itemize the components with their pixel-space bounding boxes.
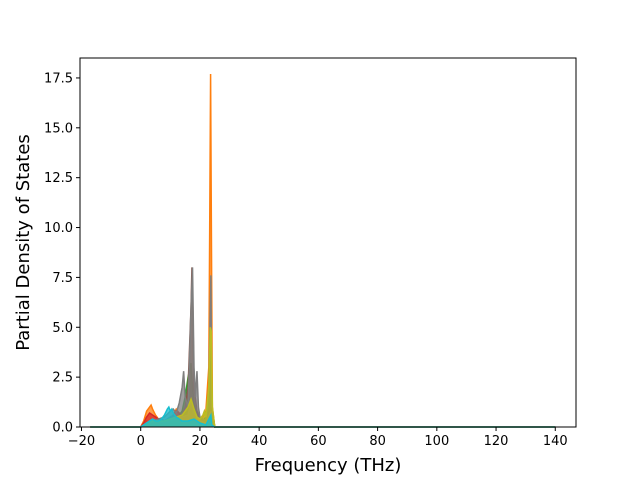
y-tick-label: 15.0 bbox=[44, 121, 73, 136]
x-tick-label: −20 bbox=[68, 434, 95, 449]
y-tick-label: 5.0 bbox=[52, 321, 73, 336]
y-axis-label: Partial Density of States bbox=[13, 134, 34, 351]
x-axis-ticks: −20 0 20 40 60 80 100 120 140 bbox=[68, 427, 568, 449]
y-tick-label: 7.5 bbox=[52, 271, 73, 286]
x-tick-label: 140 bbox=[543, 434, 568, 449]
x-tick-label: 40 bbox=[251, 434, 268, 449]
series-layer bbox=[90, 73, 556, 428]
y-tick-label: 10.0 bbox=[44, 221, 73, 236]
y-tick-label: 17.5 bbox=[44, 71, 73, 86]
x-tick-label: 80 bbox=[369, 434, 386, 449]
x-tick-label: 0 bbox=[137, 434, 145, 449]
series-10-line bbox=[90, 405, 556, 428]
y-tick-label: 0.0 bbox=[52, 421, 73, 436]
y-axis-ticks: 0.0 2.5 5.0 7.5 10.0 12.5 15.0 17.5 bbox=[44, 71, 80, 436]
x-tick-label: 20 bbox=[192, 434, 209, 449]
y-tick-label: 2.5 bbox=[52, 371, 73, 386]
y-tick-label: 12.5 bbox=[44, 171, 73, 186]
x-tick-label: 60 bbox=[310, 434, 327, 449]
x-tick-label: 100 bbox=[424, 434, 449, 449]
x-axis-label: Frequency (THz) bbox=[255, 455, 402, 476]
plot-frame bbox=[79, 57, 577, 428]
x-tick-label: 120 bbox=[484, 434, 509, 449]
